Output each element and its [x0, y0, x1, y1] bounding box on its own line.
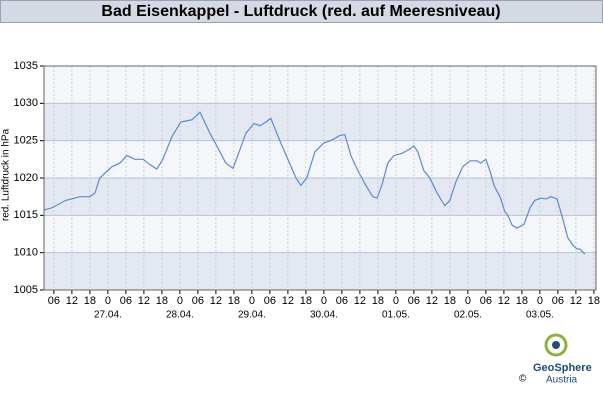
y-tick-label: 1020 [14, 172, 38, 184]
x-tick-label: 18 [300, 295, 312, 307]
x-tick-label: 0 [105, 295, 111, 307]
x-tick-label: 06 [480, 295, 492, 307]
y-tick-label: 1005 [14, 284, 38, 296]
plot-frame [43, 65, 597, 291]
x-tick-label: 18 [156, 295, 168, 307]
x-tick-label: 18 [228, 295, 240, 307]
line [43, 111, 586, 255]
x-tick-label: 12 [282, 295, 294, 307]
date-label: 28.04. [166, 310, 194, 321]
x-tick-label: 18 [372, 295, 384, 307]
x-tick-label: 06 [264, 295, 276, 307]
x-tick-label: 12 [138, 295, 150, 307]
x-tick-label: 18 [516, 295, 528, 307]
x-tick-label: 0 [321, 295, 327, 307]
x-tick-label: 12 [426, 295, 438, 307]
date-label: 02.05. [454, 310, 482, 321]
x-tick-label: 0 [249, 295, 255, 307]
y-tick-label: 1010 [14, 247, 38, 259]
logo-icon [544, 333, 568, 357]
date-label: 30.04. [310, 310, 338, 321]
x-tick-label: 18 [588, 295, 600, 307]
x-tick-label: 06 [120, 295, 132, 307]
y-tick-label: 1025 [14, 135, 38, 147]
y-axis-label: red. Luftdruck in hPa [1, 128, 12, 221]
x-tick-label: 06 [552, 295, 564, 307]
x-tick-label: 12 [498, 295, 510, 307]
band [44, 178, 596, 216]
logo-sub: Austria [546, 375, 578, 386]
x-tick-label: 12 [570, 295, 582, 307]
date-label: 01.05. [382, 310, 410, 321]
x-tick-label: 06 [408, 295, 420, 307]
logo-icon [552, 341, 560, 349]
x-tick-label: 18 [84, 295, 96, 307]
y-tick-label: 1030 [14, 97, 38, 109]
x-tick-label: 0 [393, 295, 399, 307]
x-tick-label: 12 [210, 295, 222, 307]
x-tick-label: 06 [336, 295, 348, 307]
x-tick-label: 0 [537, 295, 543, 307]
band [44, 252, 596, 290]
logo-name: GeoSphere [533, 362, 592, 374]
date-label: 27.04. [94, 310, 122, 321]
chart-title: Bad Eisenkappel - Luftdruck (red. auf Me… [101, 3, 500, 20]
date-label: 03.05. [526, 310, 554, 321]
band [44, 215, 596, 253]
y-tick-label: 1015 [14, 209, 38, 221]
x-tick-label: 06 [48, 295, 60, 307]
y-tick-label: 1035 [14, 60, 38, 72]
logo: GeoSphere Austria © [519, 333, 592, 386]
band [44, 103, 596, 141]
x-tick-label: 06 [192, 295, 204, 307]
x-tick-label: 12 [354, 295, 366, 307]
band [44, 66, 596, 104]
date-label: 29.04. [238, 310, 266, 321]
x-tick-label: 0 [177, 295, 183, 307]
x-tick-label: 12 [66, 295, 78, 307]
copyright: © [519, 374, 527, 385]
x-tick-label: 18 [444, 295, 456, 307]
x-tick-label: 0 [465, 295, 471, 307]
